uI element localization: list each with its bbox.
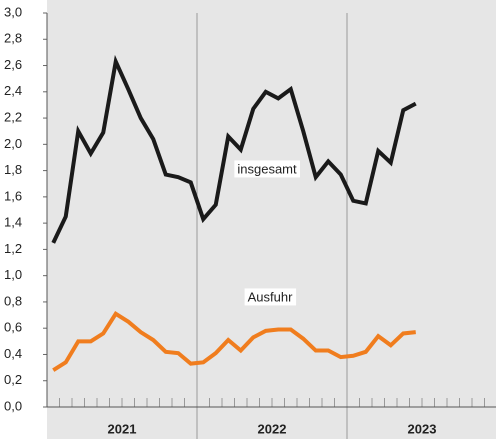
- y-tick-label: 0,8: [4, 293, 22, 308]
- y-tick-label: 2,8: [4, 31, 22, 46]
- series-label: insgesamt: [237, 161, 297, 176]
- year-label: 2022: [258, 421, 287, 436]
- label-background: [244, 288, 297, 306]
- y-tick-label: 2,4: [4, 83, 22, 98]
- y-tick-label: 1,2: [4, 241, 22, 256]
- series-line: [52, 310, 416, 372]
- y-tick-label: 1,6: [4, 188, 22, 203]
- y-tick-label: 2,2: [4, 110, 22, 125]
- y-tick-label: 2,6: [4, 57, 22, 72]
- year-label: 2023: [408, 421, 437, 436]
- y-tick-label: 0,6: [4, 320, 22, 335]
- year-label: 2021: [108, 421, 137, 436]
- y-tick-label: 1,0: [4, 267, 22, 282]
- series-line: [51, 54, 417, 244]
- y-tick-label: 2,0: [4, 136, 22, 151]
- y-tick-label: 1,8: [4, 162, 22, 177]
- label-background: [234, 160, 301, 178]
- y-tick-label: 3,0: [4, 4, 22, 19]
- y-tick-label: 1,4: [4, 215, 22, 230]
- y-tick-label: 0,4: [4, 346, 22, 361]
- series-label: Ausfuhr: [248, 289, 293, 304]
- y-tick-label: 0,2: [4, 372, 22, 387]
- y-tick-label: 0,0: [4, 398, 22, 413]
